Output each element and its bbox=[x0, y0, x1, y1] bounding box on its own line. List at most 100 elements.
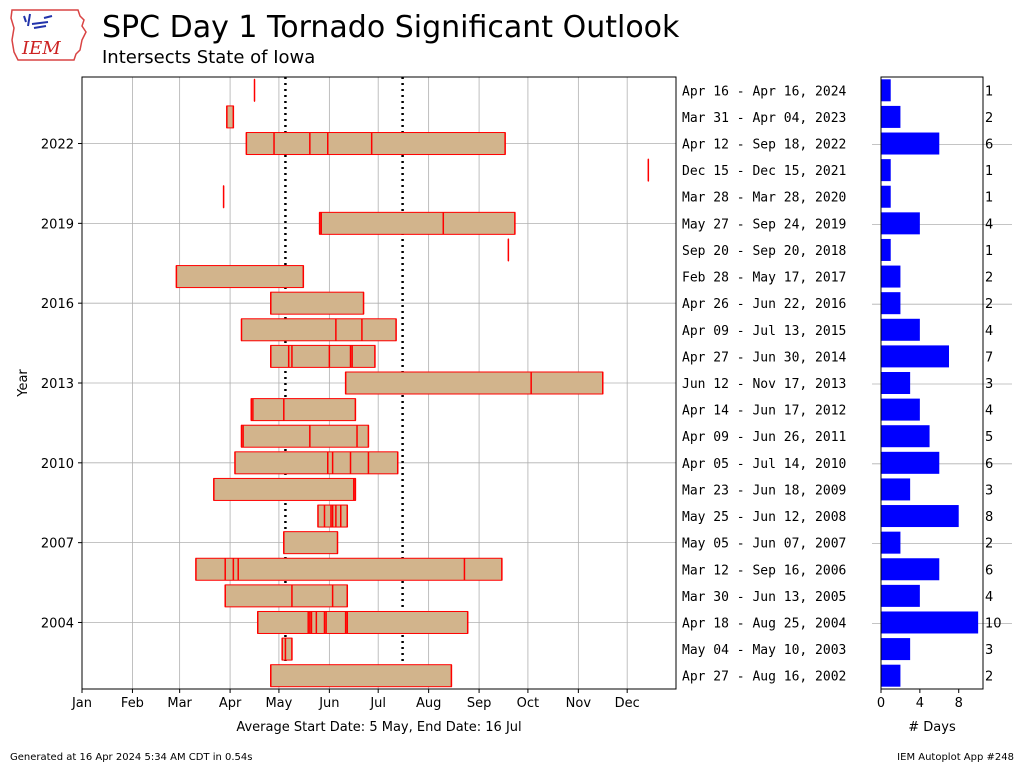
count-bar-2002 bbox=[881, 664, 901, 687]
range-bar-2014 bbox=[270, 344, 376, 368]
range-bar-2010 bbox=[234, 451, 399, 475]
x-tick-label-sep: Sep bbox=[467, 696, 492, 711]
count-bar-2017 bbox=[881, 265, 901, 288]
count-label-2021: 1 bbox=[985, 164, 993, 179]
y-tick-label-2010: 2010 bbox=[41, 457, 74, 472]
count-bar-2023 bbox=[881, 105, 901, 128]
date-range-label-2022: Apr 12 - Sep 18, 2022 bbox=[682, 138, 846, 153]
count-label-2002: 2 bbox=[985, 670, 993, 685]
count-label-2017: 2 bbox=[985, 271, 993, 286]
x-tick-label-apr: Apr bbox=[219, 696, 242, 711]
count-bar-2012 bbox=[881, 398, 920, 421]
range-bar-2003 bbox=[281, 637, 293, 661]
count-label-2018: 1 bbox=[985, 244, 993, 259]
page-title: SPC Day 1 Tornado Significant Outlook bbox=[102, 10, 680, 45]
date-range-label-2004: Apr 18 - Aug 25, 2004 bbox=[682, 616, 847, 631]
range-bar-2011 bbox=[240, 424, 369, 448]
count-label-2015: 4 bbox=[985, 324, 993, 339]
date-range-label-2016: Apr 26 - Jun 22, 2016 bbox=[682, 297, 846, 312]
x-tick-label-feb: Feb bbox=[121, 696, 144, 711]
count-tick-label-4: 4 bbox=[916, 696, 924, 711]
date-range-label-2010: Apr 05 - Jul 14, 2010 bbox=[682, 457, 846, 472]
count-bar-2019 bbox=[881, 212, 920, 235]
count-axis: 0 4 8 bbox=[877, 689, 963, 711]
count-bar-2022 bbox=[881, 132, 940, 155]
range-bar-2017 bbox=[175, 265, 304, 289]
count-tick-label-8: 8 bbox=[955, 696, 963, 711]
count-tick-label-0: 0 bbox=[877, 696, 885, 711]
count-bar-2004 bbox=[881, 611, 979, 634]
date-range-label-2007: May 05 - Jun 07, 2007 bbox=[682, 537, 846, 552]
count-bar-2013 bbox=[881, 372, 911, 394]
x-tick-label-mar: Mar bbox=[167, 696, 192, 711]
count-bar-2011 bbox=[881, 425, 930, 448]
date-range-label-2019: May 27 - Sep 24, 2019 bbox=[682, 217, 846, 232]
main-x-axis-label: Average Start Date: 5 May, End Date: 16 … bbox=[236, 720, 521, 735]
count-label-2012: 4 bbox=[985, 404, 993, 419]
y-tick-label-2022: 2022 bbox=[41, 138, 74, 153]
count-label-2011: 5 bbox=[985, 430, 993, 445]
count-label-2019: 4 bbox=[985, 217, 993, 232]
date-range-label-2021: Dec 15 - Dec 15, 2021 bbox=[682, 164, 846, 179]
range-bar-2005 bbox=[224, 584, 348, 608]
date-range-label-2017: Feb 28 - May 17, 2017 bbox=[682, 271, 846, 286]
date-range-label-2013: Jun 12 - Nov 17, 2013 bbox=[682, 377, 846, 392]
x-tick-label-nov: Nov bbox=[566, 696, 592, 711]
count-label-2006: 6 bbox=[985, 563, 993, 578]
app-id: IEM Autoplot App #248 bbox=[897, 752, 1014, 763]
date-range-label-2009: Mar 23 - Jun 18, 2009 bbox=[682, 483, 846, 498]
count-label-2024: 1 bbox=[985, 84, 993, 99]
main-y-axis-label: Year bbox=[16, 369, 31, 398]
range-bar-2013 bbox=[345, 371, 604, 395]
iem-logo: IEM bbox=[10, 9, 87, 61]
count-bar-2018 bbox=[881, 238, 891, 261]
range-bar-2016 bbox=[270, 291, 365, 315]
date-range-label-2011: Apr 09 - Jun 26, 2011 bbox=[682, 430, 846, 445]
x-tick-label-aug: Aug bbox=[416, 696, 441, 711]
count-bar-2006 bbox=[881, 558, 940, 581]
range-bar-2004 bbox=[257, 610, 469, 634]
count-plot-frame bbox=[880, 76, 984, 690]
range-bar-2006 bbox=[195, 557, 503, 581]
date-range-label-2024: Apr 16 - Apr 16, 2024 bbox=[682, 84, 847, 99]
y-tick-label-2016: 2016 bbox=[41, 297, 74, 312]
year-axis: 2004 2007 2010 2013 2016 2019 2022 bbox=[41, 138, 82, 631]
count-label-2020: 1 bbox=[985, 191, 993, 206]
x-tick-label-jan: Jan bbox=[71, 696, 92, 711]
date-range-label-2002: Apr 27 - Aug 16, 2002 bbox=[682, 670, 846, 685]
count-label-2008: 8 bbox=[985, 510, 993, 525]
date-range-label-2008: May 25 - Jun 12, 2008 bbox=[682, 510, 846, 525]
date-range-label-2003: May 04 - May 10, 2003 bbox=[682, 643, 846, 658]
count-label-2010: 6 bbox=[985, 457, 993, 472]
count-bar-2010 bbox=[881, 451, 940, 474]
count-label-2005: 4 bbox=[985, 590, 993, 605]
date-range-labels: Apr 16 - Apr 16, 2024 Mar 31 - Apr 04, 20… bbox=[682, 84, 847, 684]
iowa-state-outline-icon bbox=[10, 9, 87, 61]
date-range-label-2015: Apr 09 - Jul 13, 2015 bbox=[682, 324, 846, 339]
x-tick-label-jul: Jul bbox=[369, 696, 386, 711]
date-range-label-2005: Mar 30 - Jun 13, 2005 bbox=[682, 590, 846, 605]
count-bar-2009 bbox=[881, 478, 911, 501]
count-label-2003: 3 bbox=[985, 643, 993, 658]
range-bar-2002 bbox=[270, 664, 452, 688]
count-bar-2016 bbox=[881, 292, 901, 315]
day-count-bars bbox=[881, 79, 979, 687]
date-range-label-2018: Sep 20 - Sep 20, 2018 bbox=[682, 244, 846, 259]
year-range-bars bbox=[175, 78, 650, 688]
count-label-2014: 7 bbox=[985, 350, 993, 365]
date-range-label-2014: Apr 27 - Jun 30, 2014 bbox=[682, 350, 847, 365]
y-tick-label-2004: 2004 bbox=[41, 616, 74, 631]
x-tick-label-jun: Jun bbox=[318, 696, 339, 711]
x-tick-label-dec: Dec bbox=[615, 696, 640, 711]
count-bar-2008 bbox=[881, 505, 959, 528]
page-subtitle: Intersects State of Iowa bbox=[102, 47, 316, 68]
x-tick-label-oct: Oct bbox=[517, 696, 539, 711]
count-x-axis-label: # Days bbox=[908, 720, 956, 735]
count-label-2009: 3 bbox=[985, 483, 993, 498]
range-bar-2009 bbox=[213, 477, 356, 501]
count-bar-2015 bbox=[881, 318, 920, 341]
count-label-2013: 3 bbox=[985, 377, 993, 392]
count-bar-2005 bbox=[881, 584, 920, 607]
x-tick-label-may: May bbox=[265, 696, 292, 711]
